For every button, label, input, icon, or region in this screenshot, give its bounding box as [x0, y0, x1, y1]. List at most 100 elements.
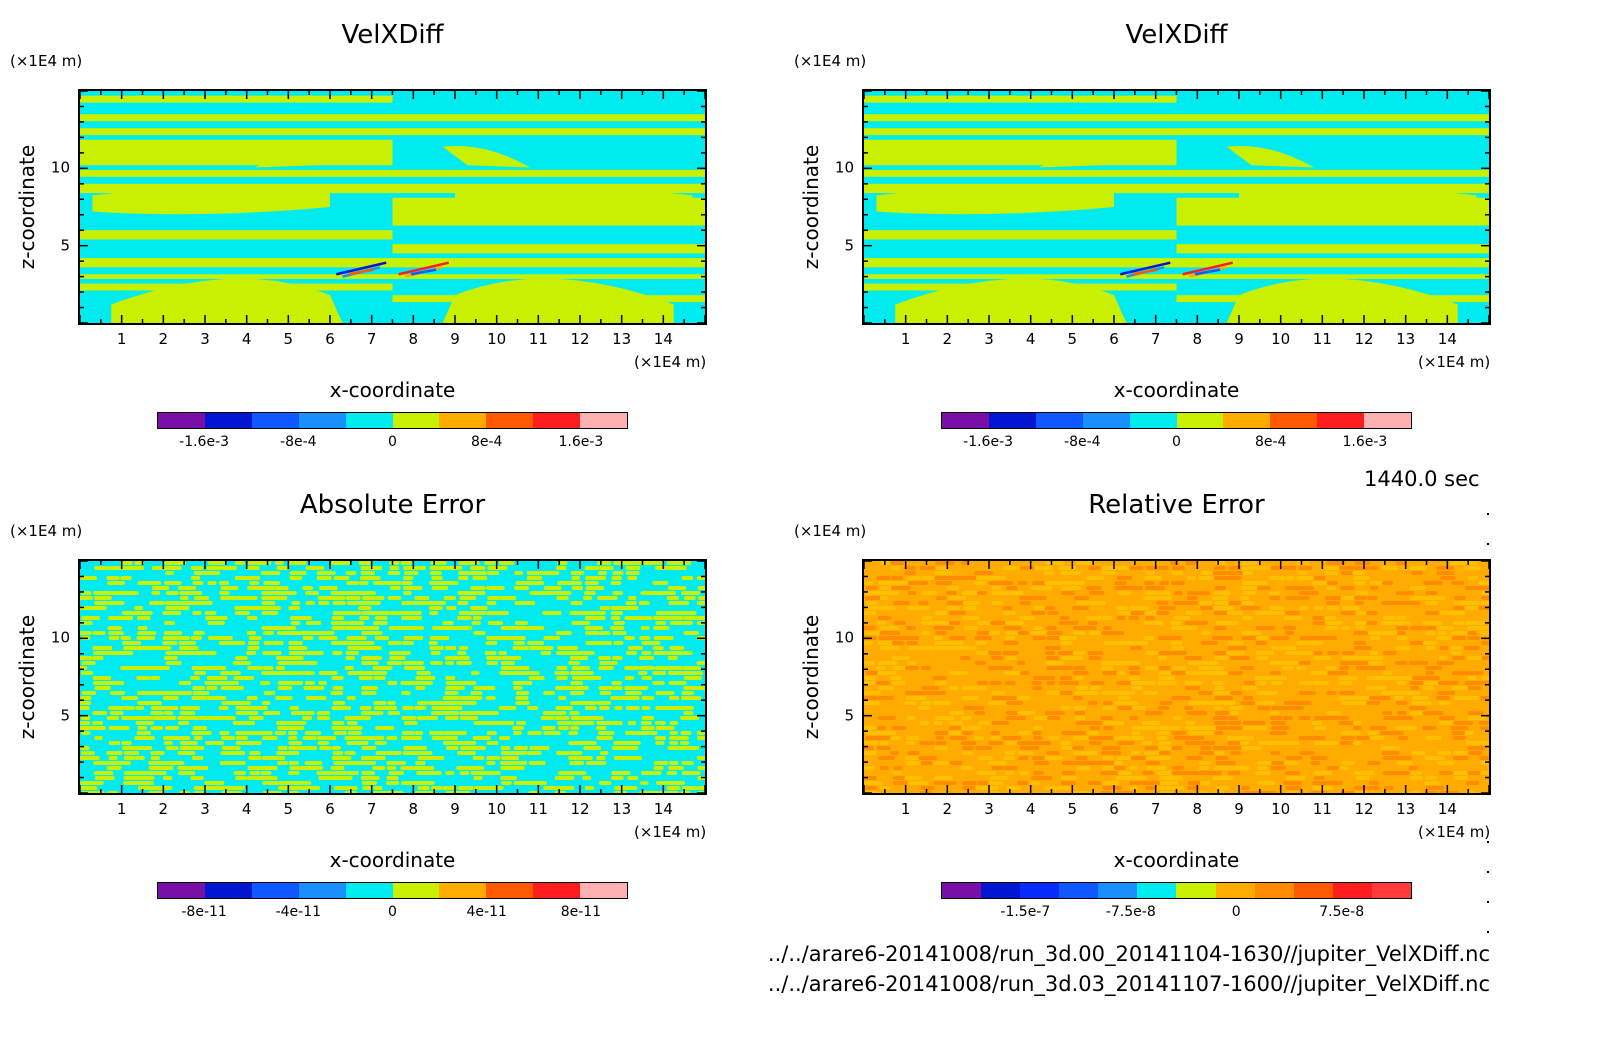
heatmap-band [80, 128, 705, 136]
heatmap-cell [513, 686, 523, 690]
colorbar-tick-label: 0 [388, 434, 397, 450]
heatmap-cell [696, 731, 705, 735]
heatmap-cell [557, 721, 573, 725]
heatmap-cell [106, 751, 123, 755]
heatmap-cell [599, 606, 611, 610]
heatmap-cell [585, 586, 605, 590]
heatmap-cell [529, 591, 546, 595]
heatmap-cell [93, 761, 111, 765]
heatmap-cell [304, 731, 322, 735]
heatmap-cell [652, 671, 667, 675]
heatmap-band [80, 95, 393, 103]
heatmap-cell [584, 786, 595, 790]
heatmap-cell [585, 721, 595, 725]
heatmap-cell [374, 616, 388, 620]
x-axis-unit: (×1E4 m) [634, 353, 707, 371]
heatmap-cell [500, 766, 516, 770]
heatmap-cell [232, 761, 246, 765]
heatmap-cell [598, 666, 614, 670]
heatmap-cell [512, 681, 533, 685]
colorbar-segment [1082, 413, 1130, 428]
heatmap-cell [667, 671, 686, 675]
heatmap-cell [457, 741, 477, 745]
heatmap-cell [235, 656, 248, 660]
heatmap-cell [612, 591, 623, 595]
heatmap-cell [585, 761, 607, 765]
heatmap-cell [429, 646, 444, 650]
heatmap-cell [627, 776, 639, 780]
colorbar-segment [1317, 413, 1365, 428]
heatmap-cell [498, 611, 509, 615]
heatmap-cell [121, 761, 132, 765]
heatmap-cell [610, 696, 631, 700]
heatmap-cell [555, 706, 574, 710]
x-tick-label: 9 [1234, 330, 1244, 348]
heatmap-cell [668, 681, 687, 685]
x-tick-label: 11 [528, 330, 548, 348]
tick-marks [864, 91, 1489, 323]
heatmap-feature [1195, 268, 1221, 276]
heatmap-cell [442, 621, 454, 625]
heatmap-cell [430, 771, 442, 775]
x-axis-label: x-coordinate [1113, 378, 1240, 402]
x-tick-label: 7 [366, 330, 377, 348]
heatmap-cell [302, 766, 324, 770]
heatmap-cell [177, 586, 197, 590]
heatmap-cell [372, 666, 393, 670]
heatmap-cell [204, 611, 217, 615]
heatmap-cell [501, 781, 512, 785]
heatmap-cell [680, 791, 691, 793]
heatmap-cell [178, 601, 196, 605]
heatmap-cell [80, 781, 96, 785]
heatmap-cell [681, 591, 701, 595]
heatmap-cell [247, 666, 263, 670]
heatmap-cell [1354, 561, 1370, 565]
y-tick-label: 10 [50, 628, 70, 647]
heatmap-cell [654, 666, 673, 670]
heatmap-cell [289, 616, 307, 620]
heatmap-cell [205, 666, 227, 670]
heatmap-cell [568, 651, 587, 655]
heatmap-cell [347, 621, 365, 625]
heatmap-cell [246, 721, 256, 725]
colorbar-tick-label: 0 [1231, 904, 1241, 920]
heatmap-cell [262, 776, 278, 780]
heatmap-cell [177, 691, 192, 695]
heatmap-cell [640, 561, 655, 565]
heatmap-cell [471, 621, 481, 625]
heatmap-cell [416, 771, 436, 775]
heatmap-cell [274, 586, 289, 590]
heatmap-cell [248, 706, 268, 710]
heatmap-cell [570, 771, 587, 775]
heatmap-cell [94, 791, 105, 793]
heatmap-cell [611, 681, 622, 685]
heatmap-cell [288, 561, 307, 565]
x-tick-label: 6 [1109, 330, 1119, 348]
heatmap-cell [641, 676, 653, 680]
heatmap-cell [528, 676, 545, 680]
heatmap-cell [206, 696, 227, 700]
heatmap-cell [262, 631, 275, 635]
heatmap-cell [361, 646, 382, 650]
heatmap-cell [501, 756, 520, 760]
heatmap-cell [400, 766, 421, 770]
colorbar-segment [158, 883, 205, 898]
heatmap-cell [627, 576, 638, 580]
heatmap-cell [316, 716, 331, 720]
heatmap-region [1226, 278, 1458, 323]
heatmap-cell [666, 651, 684, 655]
heatmap-cell [134, 566, 145, 570]
heatmap-feature [398, 261, 450, 276]
heatmap-cell [610, 616, 621, 620]
heatmap-cell [487, 711, 499, 715]
heatmap-cell [624, 731, 641, 735]
heatmap-cell [500, 626, 516, 630]
heatmap-cell [667, 566, 687, 570]
heatmap-cell [415, 751, 433, 755]
x-tick-label: 10 [487, 800, 507, 818]
heatmap-cell [486, 611, 500, 615]
heatmap-cell [683, 596, 696, 600]
heatmap-cell [526, 626, 545, 630]
heatmap-cell [655, 621, 667, 625]
heatmap-cell [359, 616, 370, 620]
